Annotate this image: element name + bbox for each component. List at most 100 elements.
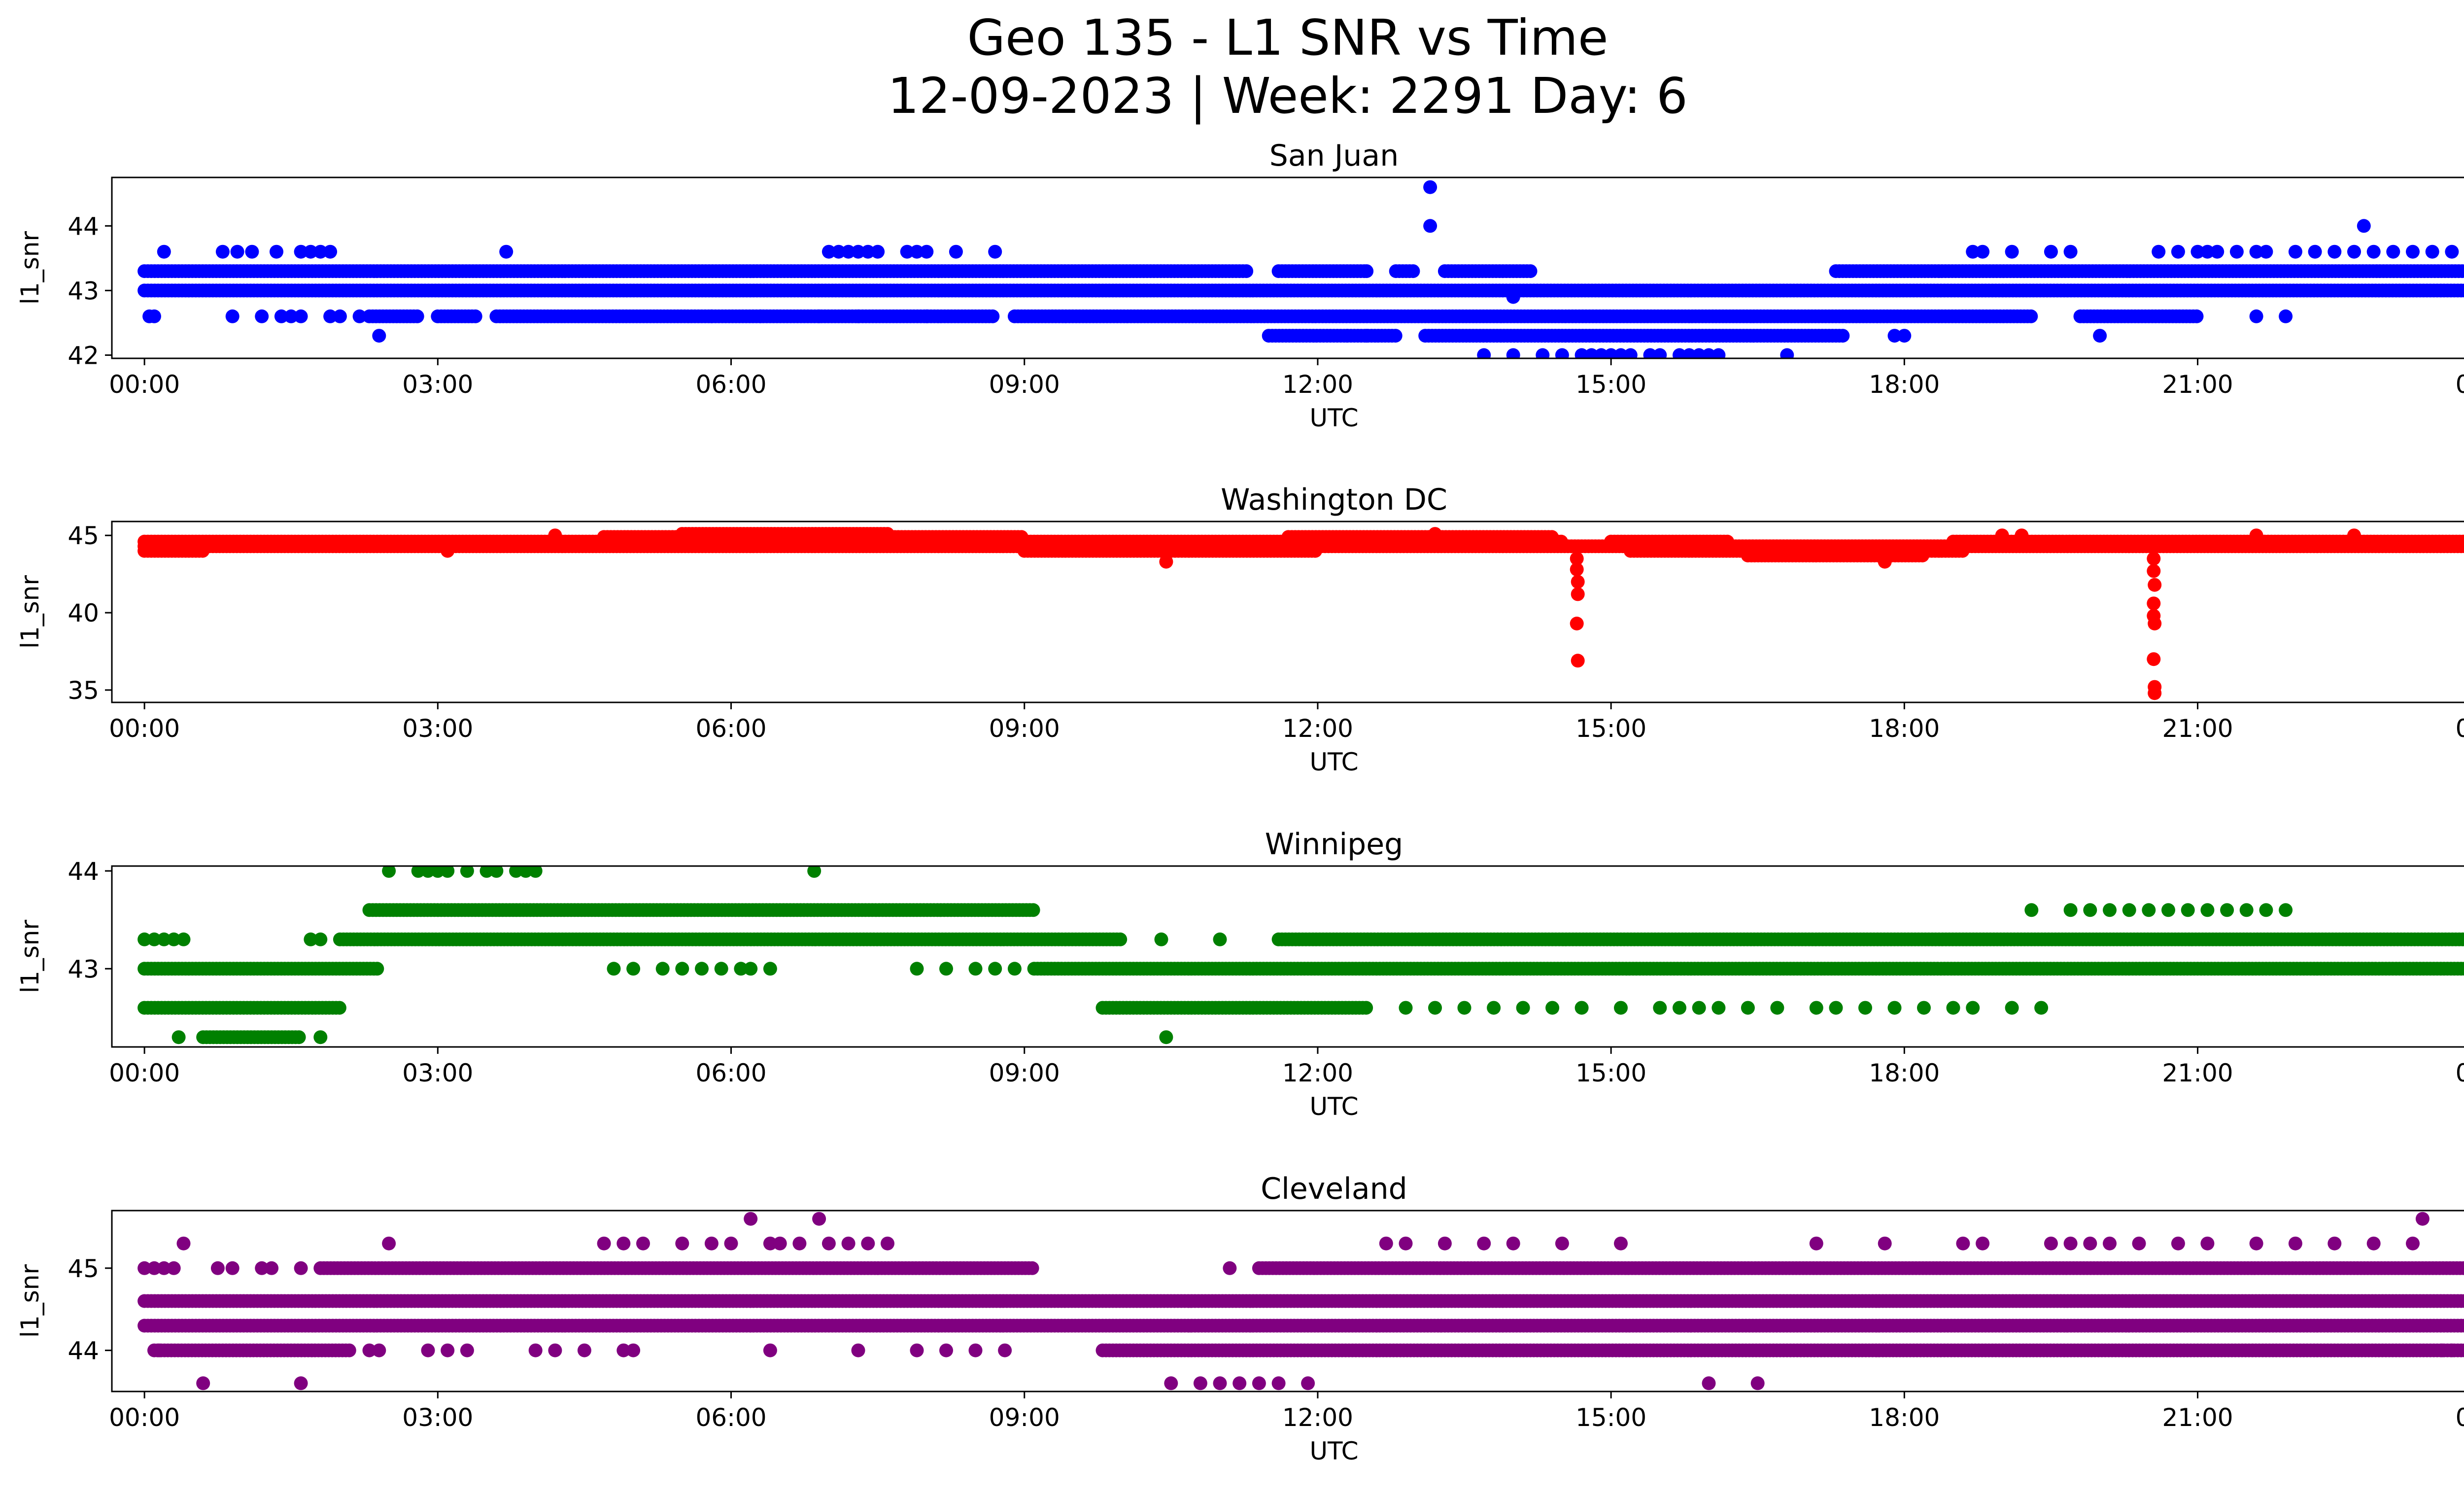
data-point [255, 309, 269, 323]
y-axis-label: l1_snr [16, 575, 44, 649]
x-tick-label: 00:00 [109, 714, 180, 743]
data-point [2005, 244, 2019, 259]
data-point [1239, 264, 1254, 278]
data-point [1570, 617, 1584, 630]
data-point [2210, 244, 2224, 259]
data-point [323, 244, 338, 259]
data-point [2425, 244, 2439, 259]
data-point [1360, 264, 1374, 278]
data-point [1916, 549, 1929, 562]
data-point [2044, 244, 2058, 259]
data-point [2148, 686, 2162, 700]
data-point [499, 244, 513, 259]
x-tick-label: 00:00 [109, 370, 180, 399]
x-tick-label: 21:00 [2162, 714, 2233, 743]
data-point [2366, 244, 2381, 259]
data-point [196, 544, 210, 558]
data-point [225, 309, 240, 323]
x-tick-label: 00:00 [2456, 370, 2464, 399]
subplot-san-juan: 00:00 03:00 06:00 09:00 12:00 15:00 18:00 21:00… [16, 139, 2464, 432]
data-point [1966, 244, 1980, 259]
data-point [2288, 244, 2302, 259]
data-point [1897, 329, 1912, 343]
data-point [704, 309, 719, 323]
data-point [1406, 264, 1420, 278]
y-tick-label: 43 [68, 277, 99, 305]
data-point [988, 244, 1002, 259]
data-point [910, 244, 924, 259]
data-point [1159, 555, 1173, 569]
data-point [313, 244, 328, 259]
data-point [230, 244, 244, 259]
data-point [2093, 329, 2107, 343]
data-point [851, 244, 865, 259]
data-point [1477, 348, 1491, 358]
data-point [372, 329, 386, 343]
data-point [2171, 244, 2185, 259]
data-point [2147, 564, 2161, 578]
data-point [812, 309, 826, 323]
figure-title: Geo 135 - L1 SNR vs Time 12-09-2023 | We… [0, 9, 2464, 125]
data-point [2190, 309, 2204, 323]
data-point [986, 309, 1000, 323]
figure-title-line-1: Geo 135 - L1 SNR vs Time [967, 9, 1608, 67]
data-point [2229, 244, 2244, 259]
data-point [1976, 244, 1990, 259]
data-point [900, 244, 914, 259]
y-tick-label: 35 [68, 676, 99, 705]
data-point [548, 528, 562, 543]
y-tick-label: 45 [68, 522, 99, 550]
scatter-points [137, 180, 2464, 358]
data-point [2147, 552, 2161, 566]
data-point [294, 244, 308, 259]
data-point [2357, 219, 2371, 233]
data-point [304, 244, 318, 259]
y-axis-label: l1_snr [16, 231, 44, 305]
data-point [215, 244, 230, 259]
x-tick-label: 18:00 [1869, 370, 1940, 399]
data-point [2259, 244, 2273, 259]
data-point [2459, 933, 2464, 946]
x-tick-label: 09:00 [989, 714, 1060, 743]
subplot-title: San Juan [1269, 139, 1399, 173]
data-point [2063, 244, 2078, 259]
data-point [1555, 348, 1569, 358]
data-point [2460, 535, 2464, 548]
y-tick-label: 44 [68, 212, 99, 241]
data-point [2461, 284, 2464, 296]
data-point [871, 244, 885, 259]
scatter-points [137, 866, 2464, 1044]
data-point [831, 244, 846, 259]
y-tick-label: 42 [68, 341, 99, 370]
data-point [410, 309, 424, 323]
data-point [1887, 329, 1902, 343]
data-point [294, 309, 308, 323]
subplot-washington-dc: 00:00 03:00 06:00 09:00 12:00 15:00 18:00 21:00… [16, 483, 2464, 776]
data-point [1308, 544, 1322, 558]
data-point [841, 244, 856, 259]
data-point [1014, 530, 1028, 544]
data-point [2190, 244, 2205, 259]
data-point [1571, 575, 1585, 589]
data-point [2015, 528, 2029, 543]
data-point [1506, 290, 1520, 304]
subplot-winnipeg: 00:00 03:00 06:00 09:00 12:00 15:00 18:00 21:00… [16, 827, 2464, 1121]
data-point [2459, 264, 2464, 278]
data-point [274, 309, 288, 323]
data-point [2024, 309, 2038, 323]
data-point [352, 309, 367, 323]
x-tick-label: 15:00 [1575, 370, 1646, 399]
data-point [1360, 329, 1374, 343]
x-axis-label: UTC [1309, 748, 1358, 776]
data-point [2462, 266, 2464, 276]
data-point [147, 309, 161, 323]
subplot-title: Washington DC [1221, 483, 1447, 517]
x-tick-label: 06:00 [695, 370, 766, 399]
data-point [1423, 219, 1437, 233]
data-point [1570, 552, 1584, 566]
x-tick-label: 06:00 [695, 714, 766, 743]
plot-frame [111, 521, 2464, 703]
data-point [2148, 617, 2162, 630]
data-point [2249, 244, 2263, 259]
